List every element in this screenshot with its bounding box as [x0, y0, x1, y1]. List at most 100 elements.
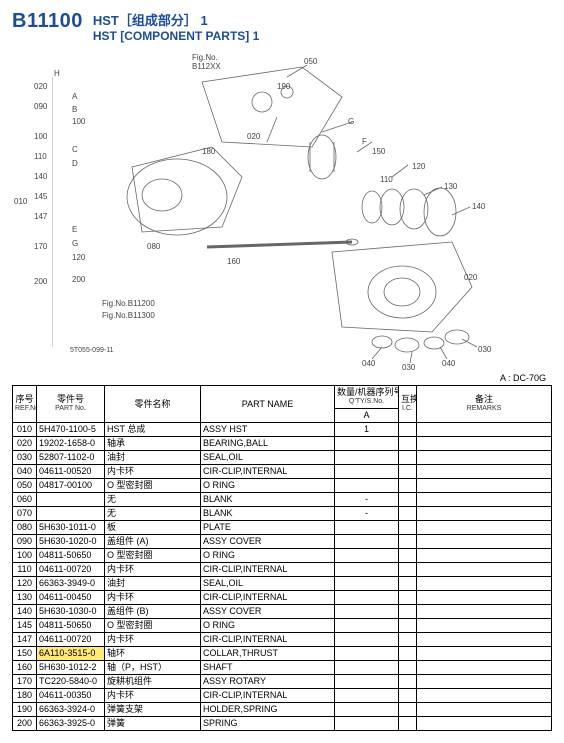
callout-050: 050: [304, 57, 317, 66]
cell-cn: 板: [105, 521, 201, 535]
cell-pn: 04811-50650: [37, 619, 105, 633]
table-row: 1605H630-1012-2轴（P，HST）SHAFT: [13, 661, 552, 675]
side-110: 110: [34, 152, 47, 161]
cell-pn: 04611-00520: [37, 465, 105, 479]
cell-pn: 5H470-1100-5: [37, 423, 105, 437]
cell-rem: [417, 675, 552, 689]
cell-ref: 050: [13, 479, 37, 493]
cell-qty: [335, 521, 399, 535]
side-020: 020: [34, 82, 47, 91]
side-200l: 200: [72, 275, 85, 284]
side-E: E: [72, 225, 77, 234]
side-G2: G: [72, 239, 78, 248]
table-row: 1506A110-3515-0轴环COLLAR,THRUST: [13, 647, 552, 661]
cell-ic: [399, 451, 417, 465]
cell-ic: [399, 675, 417, 689]
cell-en: ASSY COVER: [201, 535, 335, 549]
root-ref: 010: [14, 197, 27, 206]
cell-qty: [335, 675, 399, 689]
cell-ref: 090: [13, 535, 37, 549]
cell-cn: 无: [105, 493, 201, 507]
table-row: 03052807-1102-0油封SEAL,OIL: [13, 451, 552, 465]
page: B11100 HST［组成部分］ 1 HST [COMPONENT PARTS]…: [0, 0, 564, 741]
cell-cn: 内卡环: [105, 465, 201, 479]
cell-ic: [399, 661, 417, 675]
cell-ref: 120: [13, 577, 37, 591]
cell-cn: 油封: [105, 577, 201, 591]
cell-en: SHAFT: [201, 661, 335, 675]
th-pn-en: PART No.: [39, 404, 102, 414]
side-200: 200: [34, 277, 47, 286]
cell-rem: [417, 451, 552, 465]
cell-ref: 020: [13, 437, 37, 451]
cell-qty: -: [335, 493, 399, 507]
cell-rem: [417, 633, 552, 647]
cell-ic: [399, 689, 417, 703]
cell-qty: [335, 717, 399, 731]
cell-rem: [417, 619, 552, 633]
callout-G: G: [348, 117, 354, 126]
cell-ref: 200: [13, 717, 37, 731]
cell-rem: [417, 647, 552, 661]
diag-figref-top: Fig.No. B112XX: [192, 53, 221, 71]
title-cn: HST［组成部分］ 1: [93, 10, 259, 29]
cell-pn: 5H630-1012-2: [37, 661, 105, 675]
cell-en: ASSY COVER: [201, 605, 335, 619]
callout-140: 140: [472, 202, 485, 211]
callout-040a: 040: [362, 359, 375, 368]
cell-en: O RING: [201, 619, 335, 633]
side-H: H: [54, 69, 60, 78]
cell-en: BEARING,BALL: [201, 437, 335, 451]
cell-ref: 145: [13, 619, 37, 633]
cell-ref: 080: [13, 521, 37, 535]
section-code: B11100: [12, 10, 83, 33]
callout-020a: 020: [247, 132, 260, 141]
cell-en: CIR-CLIP,INTERNAL: [201, 591, 335, 605]
cell-pn: 04611-00350: [37, 689, 105, 703]
callout-110: 110: [380, 175, 393, 184]
cell-pn: 04611-00720: [37, 633, 105, 647]
title-en: HST [COMPONENT PARTS] 1: [93, 29, 259, 43]
callout-130: 130: [444, 182, 457, 191]
cell-cn: 轴（P，HST）: [105, 661, 201, 675]
cell-cn: 轴环: [105, 647, 201, 661]
cell-rem: [417, 479, 552, 493]
callout-120: 120: [412, 162, 425, 171]
cell-rem: [417, 577, 552, 591]
th-qty-sub: A: [335, 409, 399, 423]
cell-ic: [399, 717, 417, 731]
callout-040b: 040: [442, 359, 455, 368]
side-100l: 100: [72, 117, 85, 126]
cell-rem: [417, 549, 552, 563]
cell-ic: [399, 493, 417, 507]
callout-030b: 030: [478, 345, 491, 354]
cell-ref: 170: [13, 675, 37, 689]
table-row: 18004611-00350内卡环CIR-CLIP,INTERNAL: [13, 689, 552, 703]
cell-en: O RING: [201, 549, 335, 563]
cell-ic: [399, 465, 417, 479]
side-C: C: [72, 145, 78, 154]
cell-ic: [399, 647, 417, 661]
cell-pn: 52807-1102-0: [37, 451, 105, 465]
th-ic-en: I.C.: [401, 404, 414, 414]
cell-en: ASSY ROTARY: [201, 675, 335, 689]
table-row: 0105H470-1100-5HST 总成ASSY HST1: [13, 423, 552, 437]
cell-cn: O 型密封圈: [105, 479, 201, 493]
cell-ref: 130: [13, 591, 37, 605]
title-block: HST［组成部分］ 1 HST [COMPONENT PARTS] 1: [93, 10, 259, 43]
th-ref-cn: 序号: [15, 394, 34, 404]
header: B11100 HST［组成部分］ 1 HST [COMPONENT PARTS]…: [12, 10, 552, 43]
parts-table: 序号 REF.No. 零件号 PART No. 零件名称 PART NAME 数…: [12, 385, 552, 731]
cell-ic: [399, 605, 417, 619]
cell-ic: [399, 591, 417, 605]
cell-ref: 030: [13, 451, 37, 465]
cell-qty: [335, 633, 399, 647]
figref-b2: Fig.No.B11300: [102, 311, 155, 320]
side-180l: 120: [72, 253, 85, 262]
cell-cn: O 型密封圈: [105, 549, 201, 563]
callout-030a: 030: [402, 363, 415, 372]
cell-ref: 110: [13, 563, 37, 577]
th-rem-en: REMARKS: [419, 404, 549, 414]
callout-F: F: [362, 137, 367, 146]
cell-pn: 5H630-1030-0: [37, 605, 105, 619]
